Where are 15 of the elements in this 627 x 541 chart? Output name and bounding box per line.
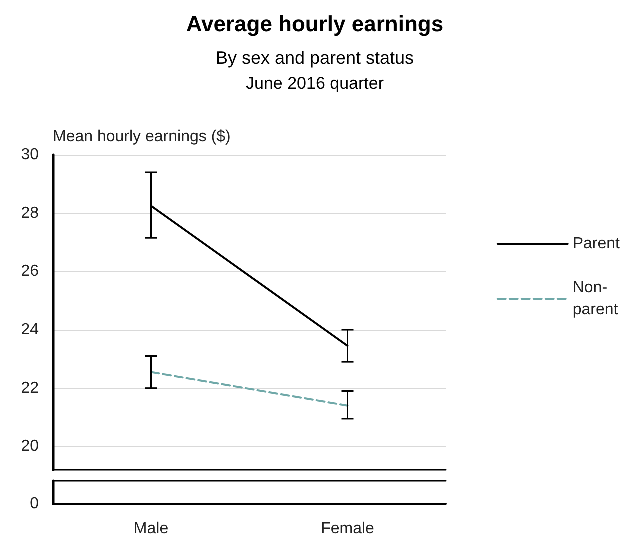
y-tick-label: 30 [21, 146, 40, 164]
y-tick-label: 28 [21, 204, 40, 222]
chart-title: Average hourly earnings [186, 12, 444, 36]
chart-subtitle: By sex and parent status [216, 48, 414, 68]
y-tick-label: 20 [21, 438, 40, 456]
x-tick-label: Female [321, 520, 375, 538]
legend-label: Parent [572, 236, 621, 252]
y-axis-title: Mean hourly earnings ($) [53, 128, 231, 146]
y-tick-label: 22 [21, 380, 40, 397]
text: June 2016 quarter [246, 74, 384, 93]
y-tick-label: 24 [21, 322, 40, 338]
legend-label: Non-parent [572, 280, 619, 318]
text: 0 [30, 496, 40, 512]
y-tick-label: 26 [21, 263, 40, 280]
x-tick-label: Male [134, 520, 169, 538]
